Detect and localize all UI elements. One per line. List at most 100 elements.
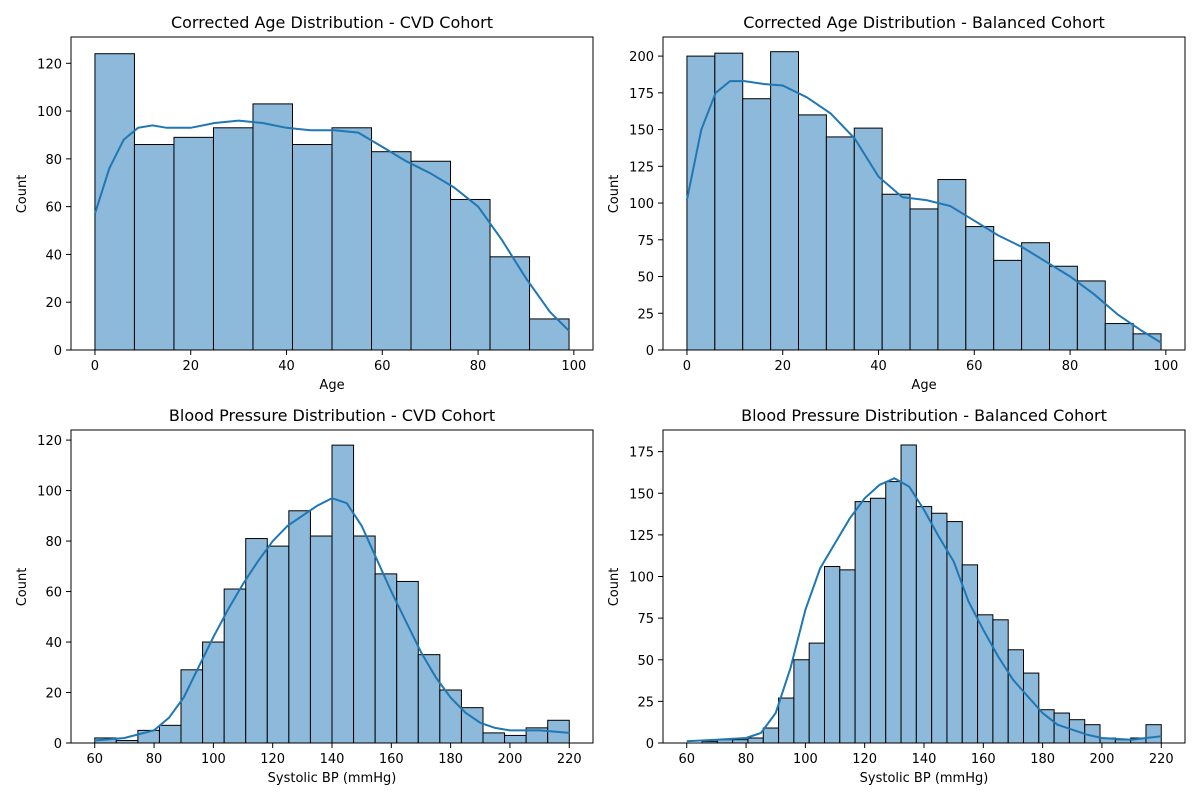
histogram-bar <box>202 641 225 744</box>
x-tick-label: 60 <box>374 359 391 374</box>
x-tick-label: 100 <box>201 752 226 767</box>
axes-frame <box>70 36 594 351</box>
y-tick-label: 100 <box>629 197 654 212</box>
histogram-bar <box>823 566 841 744</box>
x-tick-label: 20 <box>774 359 791 374</box>
y-tick-label: 150 <box>629 487 654 502</box>
y-tick-label: 0 <box>646 344 654 359</box>
y-axis-label: Count <box>15 568 30 607</box>
x-tick-label: 220 <box>557 752 582 767</box>
y-tick-label: 20 <box>45 296 62 311</box>
x-tick-label: 180 <box>438 752 463 767</box>
y-tick-label: 200 <box>629 50 654 65</box>
panel-age-cvd: Corrected Age Distribution - CVD Cohort … <box>15 13 594 393</box>
y-tick-label: 60 <box>45 586 62 601</box>
y-tick-label: 120 <box>37 434 62 449</box>
x-tick-label: 200 <box>1090 752 1115 767</box>
histogram-bar <box>1048 265 1078 351</box>
histogram-bar <box>839 569 856 744</box>
histogram-bar <box>489 256 531 351</box>
histogram-bar <box>885 481 902 744</box>
panel-title: Corrected Age Distribution - Balanced Co… <box>743 13 1105 32</box>
histogram-bar <box>331 444 355 744</box>
histogram-bar <box>417 654 441 744</box>
y-tick-label: 40 <box>45 636 62 651</box>
histogram-bar <box>266 545 290 744</box>
histogram-bar <box>94 53 135 351</box>
y-axis-label: Count <box>15 175 30 214</box>
x-tick-label: 100 <box>1153 359 1178 374</box>
histogram-bar <box>900 444 917 744</box>
x-tick-label: 200 <box>498 752 523 767</box>
histogram-bar <box>252 103 293 351</box>
panel-bp-balanced: Blood Pressure Distribution - Balanced C… <box>607 406 1186 786</box>
x-tick-label: 0 <box>91 359 99 374</box>
histogram-bar <box>747 737 764 744</box>
histogram-bar <box>881 193 911 351</box>
y-tick-label: 60 <box>45 201 62 216</box>
x-tick-label: 220 <box>1149 752 1174 767</box>
histogram-bar <box>374 573 398 744</box>
x-tick-label: 140 <box>320 752 345 767</box>
x-tick-label: 80 <box>738 752 755 767</box>
x-tick-label: 80 <box>1062 359 1079 374</box>
x-tick-label: 0 <box>683 359 691 374</box>
histogram-bar <box>331 127 373 351</box>
x-axis-label: Systolic BP (mmHg) <box>860 771 989 786</box>
y-tick-label: 75 <box>637 612 654 627</box>
x-axis-label: Age <box>319 378 344 393</box>
histogram-bar <box>504 734 527 744</box>
histogram-bar <box>686 55 716 351</box>
histogram-bar <box>410 160 452 351</box>
histogram-bar <box>993 259 1023 351</box>
x-tick-label: 80 <box>470 359 487 374</box>
y-tick-label: 100 <box>37 105 62 120</box>
histogram-bar <box>965 226 995 351</box>
x-tick-label: 40 <box>278 359 295 374</box>
y-tick-label: 40 <box>45 248 62 263</box>
histogram-bar <box>1038 709 1055 744</box>
histogram-bar <box>450 198 491 351</box>
x-axis-label: Age <box>911 378 936 393</box>
histogram-bar <box>825 136 855 351</box>
histogram-bar <box>797 114 827 351</box>
x-tick-label: 60 <box>86 752 103 767</box>
histogram-bar <box>742 98 772 351</box>
y-tick-label: 100 <box>629 571 654 586</box>
x-tick-label: 60 <box>966 359 983 374</box>
histogram-bar <box>909 208 939 351</box>
y-tick-label: 120 <box>37 57 62 72</box>
x-tick-label: 120 <box>852 752 877 767</box>
panel-age-balanced: Corrected Age Distribution - Balanced Co… <box>607 13 1186 393</box>
kde-curve <box>686 477 1162 743</box>
x-tick-label: 140 <box>912 752 937 767</box>
histogram-bar <box>915 506 933 744</box>
histogram-bar <box>396 580 419 744</box>
y-tick-label: 20 <box>45 687 62 702</box>
axes-frame <box>662 36 1186 351</box>
y-tick-label: 25 <box>637 695 654 710</box>
histogram-bar <box>778 697 795 744</box>
y-axis-label: Count <box>607 568 622 607</box>
histogram-bar <box>762 727 780 744</box>
histogram-bar <box>1145 724 1162 744</box>
histogram-bar <box>309 535 333 744</box>
x-axis-label: Systolic BP (mmHg) <box>268 771 397 786</box>
histogram-bar <box>482 732 506 744</box>
x-tick-label: 60 <box>678 752 695 767</box>
histogram-bar <box>133 144 175 351</box>
x-tick-label: 80 <box>146 752 163 767</box>
histogram-bar <box>212 127 254 351</box>
kde-curve <box>94 497 570 742</box>
kde-curve <box>93 119 570 332</box>
panel-bp-cvd: Blood Pressure Distribution - CVD Cohort… <box>15 406 594 786</box>
y-tick-label: 125 <box>629 160 654 175</box>
histogram-bar <box>1007 649 1025 744</box>
histogram-bar <box>992 619 1009 744</box>
x-tick-label: 160 <box>379 752 404 767</box>
kde-curve <box>685 80 1162 344</box>
histogram-bar <box>869 497 887 744</box>
histogram-bar <box>1132 333 1162 351</box>
histogram-bar <box>353 535 376 744</box>
y-axis-label: Count <box>607 175 622 214</box>
